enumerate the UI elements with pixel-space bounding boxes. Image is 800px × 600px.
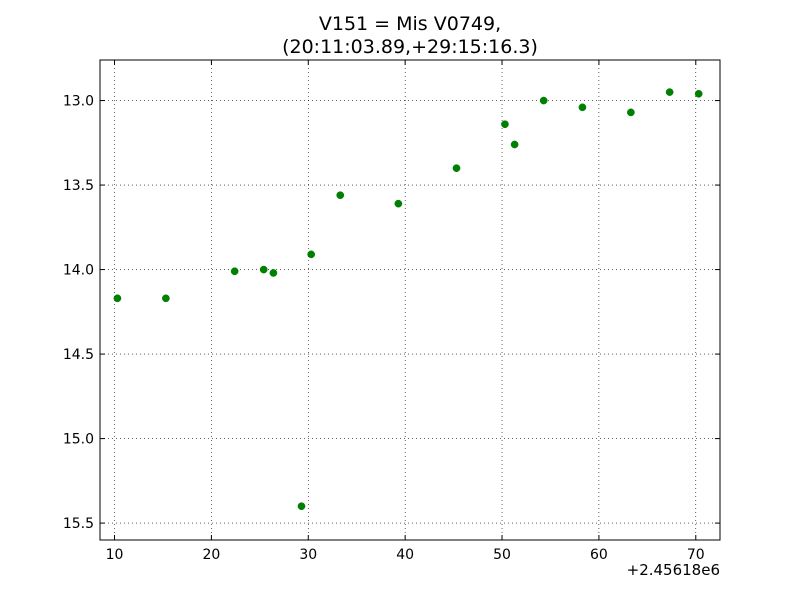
x-tick-label: 70: [687, 547, 705, 563]
data-point: [665, 88, 674, 96]
data-point: [113, 294, 122, 303]
x-tick-label: 10: [106, 547, 124, 563]
data-point: [394, 199, 403, 208]
data-point: [539, 96, 548, 105]
data-point: [452, 164, 461, 173]
y-axis-tick-labels: 13.0 13.5 14.0 14.5 15.0 15.5: [63, 94, 94, 533]
y-tick-label: 14.0: [63, 263, 94, 279]
data-point: [297, 502, 306, 511]
x-tick-label: 40: [396, 547, 414, 563]
x-tick-label: 60: [590, 547, 608, 563]
x-tick-label: 20: [202, 547, 220, 563]
y-tick-label: 14.5: [63, 347, 94, 363]
axis-ticks: [100, 60, 720, 540]
y-tick-label: 15.5: [63, 516, 94, 532]
data-point: [336, 191, 345, 200]
data-point: [307, 250, 316, 259]
y-tick-label: 15.0: [63, 432, 94, 448]
data-point: [578, 103, 587, 112]
data-points: [113, 88, 703, 511]
x-tick-label: 50: [493, 547, 511, 563]
data-point: [230, 267, 239, 276]
data-point: [501, 120, 509, 129]
data-point: [269, 269, 278, 277]
x-axis-tick-labels: 10 20 30 40 50 60 70: [106, 547, 705, 563]
data-point: [627, 108, 635, 117]
grid-lines: [100, 60, 720, 540]
x-tick-label: 30: [299, 547, 317, 563]
x-axis-offset-label: +2.45618e6: [627, 561, 720, 579]
y-tick-label: 13.5: [63, 178, 94, 194]
data-point: [259, 265, 268, 274]
chart-title-line-2: (20:11:03.89,+29:15:16.3): [282, 36, 538, 58]
data-point: [510, 140, 519, 149]
plot-area-frame: [99, 59, 721, 541]
data-point: [162, 294, 170, 303]
data-point: [694, 89, 703, 98]
y-tick-label: 13.0: [63, 94, 94, 110]
chart-title-line-1: V151 = Mis V0749,: [319, 13, 501, 35]
